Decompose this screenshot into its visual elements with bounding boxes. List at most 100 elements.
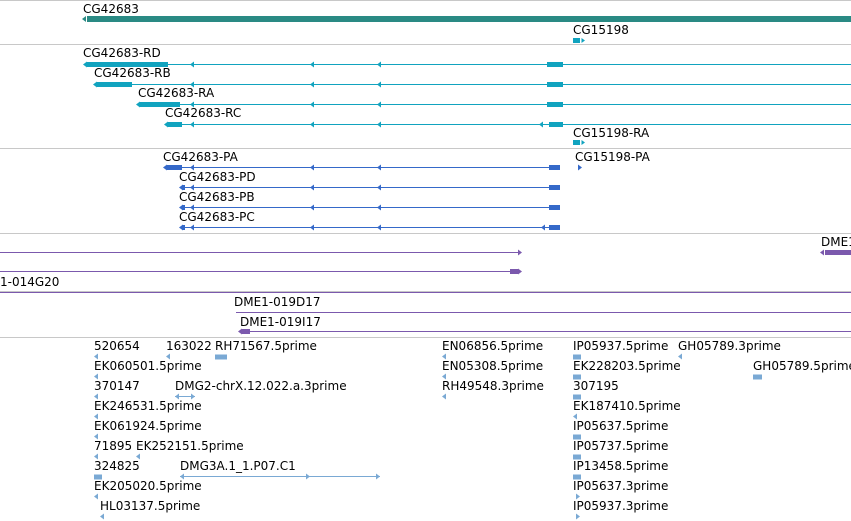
strand-arrow[interactable] bbox=[179, 184, 183, 191]
est-feature[interactable] bbox=[573, 374, 581, 380]
strand-arrow[interactable] bbox=[377, 121, 381, 128]
feature-label[interactable]: IP05637.5prime bbox=[573, 419, 669, 433]
strand-arrow[interactable] bbox=[581, 38, 586, 43]
strand-arrow[interactable] bbox=[179, 204, 183, 211]
feature-exon[interactable] bbox=[182, 185, 185, 190]
gene-feature[interactable] bbox=[87, 16, 851, 22]
feature-label[interactable]: EK060501.5prime bbox=[94, 359, 202, 373]
feature-label[interactable]: EK252151.5prime bbox=[136, 439, 244, 453]
strand-arrow[interactable] bbox=[83, 61, 87, 68]
feature-exon[interactable] bbox=[573, 140, 580, 145]
feature-exon[interactable] bbox=[547, 82, 563, 87]
est-feature[interactable] bbox=[94, 493, 98, 500]
strand-arrow[interactable] bbox=[93, 81, 97, 88]
feature-exon[interactable] bbox=[182, 205, 185, 210]
strand-arrow[interactable] bbox=[377, 184, 381, 191]
feature-exon[interactable] bbox=[140, 102, 180, 107]
est-feature[interactable] bbox=[753, 374, 762, 380]
est-feature[interactable] bbox=[94, 353, 98, 360]
feature-label[interactable]: HL03137.5prime bbox=[100, 499, 201, 513]
est-feature[interactable] bbox=[94, 413, 98, 420]
strand-arrow[interactable] bbox=[539, 121, 543, 128]
est-feature[interactable] bbox=[191, 393, 195, 400]
feature-label[interactable]: IP13458.5prime bbox=[573, 459, 669, 473]
strand-arrow[interactable] bbox=[518, 249, 522, 256]
feature-label[interactable]: CG15198-RA bbox=[573, 126, 650, 140]
est-feature[interactable] bbox=[576, 513, 580, 520]
feature-label[interactable]: 307195 bbox=[573, 379, 619, 393]
feature-label[interactable]: DME1-019D17 bbox=[234, 295, 321, 309]
strand-arrow[interactable] bbox=[377, 81, 381, 88]
feature-label[interactable]: EN06856.5prime bbox=[442, 339, 544, 353]
strand-arrow[interactable] bbox=[578, 164, 582, 171]
clone-feature[interactable] bbox=[510, 269, 518, 274]
strand-arrow[interactable] bbox=[190, 121, 194, 128]
strand-arrow[interactable] bbox=[310, 204, 314, 211]
feature-label[interactable]: CG42683-PA bbox=[163, 150, 238, 164]
feature-exon[interactable] bbox=[549, 205, 560, 210]
feature-label[interactable]: EK246531.5prime bbox=[94, 399, 202, 413]
clone-feature[interactable] bbox=[242, 329, 250, 334]
feature-exon[interactable] bbox=[549, 225, 560, 230]
feature-exon[interactable] bbox=[547, 102, 563, 107]
feature-exon[interactable] bbox=[167, 165, 182, 170]
feature-label[interactable]: CG42683 bbox=[83, 2, 139, 16]
est-feature[interactable] bbox=[94, 393, 98, 400]
est-feature[interactable] bbox=[576, 493, 580, 500]
feature-label[interactable]: IP05637.3prime bbox=[573, 479, 669, 493]
feature-exon[interactable] bbox=[549, 185, 560, 190]
feature-label[interactable]: CG15198-PA bbox=[575, 150, 650, 164]
strand-arrow[interactable] bbox=[164, 121, 168, 128]
feature-label[interactable]: 370147 bbox=[94, 379, 140, 393]
strand-arrow[interactable] bbox=[190, 101, 194, 108]
strand-arrow[interactable] bbox=[377, 61, 381, 68]
feature-exon[interactable] bbox=[549, 165, 560, 170]
feature-label[interactable]: EK228203.5prime bbox=[573, 359, 681, 373]
est-feature[interactable] bbox=[376, 473, 380, 480]
est-feature[interactable] bbox=[180, 473, 184, 480]
est-feature[interactable] bbox=[678, 353, 682, 360]
feature-label[interactable]: DME1-019I17 bbox=[240, 315, 321, 329]
feature-label[interactable]: IP05937.3prime bbox=[573, 499, 669, 513]
feature-label[interactable]: IP05937.5prime bbox=[573, 339, 669, 353]
clone-feature[interactable] bbox=[825, 250, 851, 255]
est-feature[interactable] bbox=[94, 373, 98, 380]
strand-arrow[interactable] bbox=[310, 121, 314, 128]
strand-arrow[interactable] bbox=[190, 204, 194, 211]
feature-label[interactable]: 163022 bbox=[166, 339, 212, 353]
est-feature[interactable] bbox=[442, 353, 446, 360]
est-feature[interactable] bbox=[94, 474, 102, 480]
est-feature[interactable] bbox=[573, 474, 581, 480]
strand-arrow[interactable] bbox=[179, 224, 183, 231]
est-feature[interactable] bbox=[573, 413, 577, 420]
est-feature[interactable] bbox=[573, 454, 581, 460]
feature-label[interactable]: GH05789.3prime bbox=[678, 339, 781, 353]
est-feature[interactable] bbox=[94, 453, 98, 460]
strand-arrow[interactable] bbox=[190, 224, 194, 231]
est-feature[interactable] bbox=[136, 453, 140, 460]
est-feature[interactable] bbox=[573, 394, 581, 400]
strand-arrow[interactable] bbox=[310, 61, 314, 68]
strand-arrow[interactable] bbox=[310, 224, 314, 231]
strand-arrow[interactable] bbox=[541, 224, 545, 231]
feature-label[interactable]: EK187410.5prime bbox=[573, 399, 681, 413]
est-feature[interactable] bbox=[94, 433, 98, 440]
feature-label[interactable]: EK061924.5prime bbox=[94, 419, 202, 433]
est-feature[interactable] bbox=[100, 513, 104, 520]
strand-arrow[interactable] bbox=[190, 61, 194, 68]
feature-exon[interactable] bbox=[182, 225, 185, 230]
strand-arrow[interactable] bbox=[310, 164, 314, 171]
feature-label[interactable]: CG42683-PB bbox=[179, 190, 255, 204]
strand-arrow[interactable] bbox=[377, 164, 381, 171]
est-feature[interactable] bbox=[166, 353, 170, 360]
feature-exon[interactable] bbox=[168, 122, 182, 127]
gene-feature[interactable] bbox=[573, 38, 580, 43]
strand-arrow[interactable] bbox=[377, 101, 381, 108]
strand-arrow[interactable] bbox=[136, 101, 140, 108]
feature-label[interactable]: CG42683-RC bbox=[165, 106, 242, 120]
strand-arrow[interactable] bbox=[190, 184, 194, 191]
feature-exon[interactable] bbox=[97, 82, 132, 87]
strand-arrow[interactable] bbox=[310, 101, 314, 108]
feature-label[interactable]: CG42683-PC bbox=[179, 210, 255, 224]
